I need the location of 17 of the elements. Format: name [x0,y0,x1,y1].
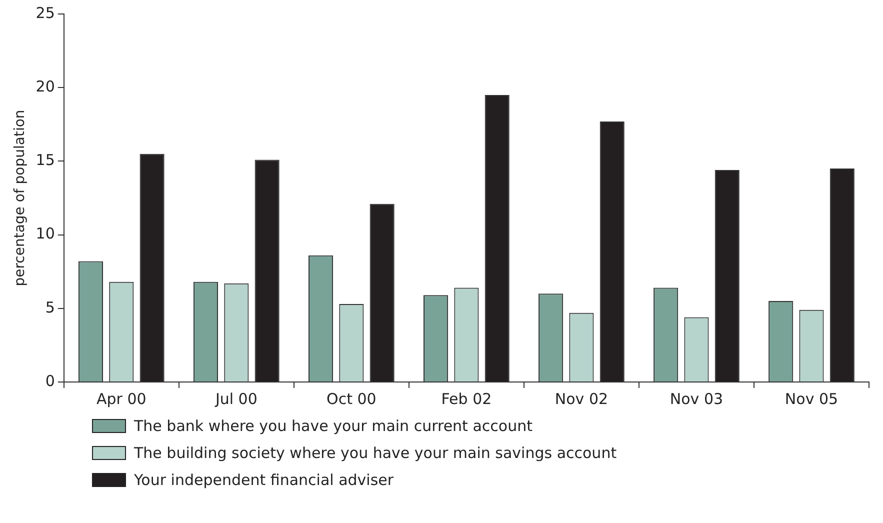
y-tick-label: 20 [36,77,55,96]
x-tick-label: Jul 00 [214,390,258,408]
y-axis-title: percentage of population [12,110,28,286]
y-tick-label: 15 [36,151,55,170]
x-tick-label: Oct 00 [326,390,376,408]
legend-label: The bank where you have your main current account [134,416,532,434]
y-tick-label: 25 [36,4,55,22]
y-tick-label: 5 [45,298,55,316]
legend-label: The building society where you have your main savings account [134,444,617,462]
x-tick-label: Feb 02 [441,390,492,408]
y-tick-label: 10 [36,224,55,243]
x-tick-label: Nov 05 [784,390,838,408]
x-tick-label: Apr 00 [96,390,146,408]
x-tick-label: Nov 03 [670,390,724,408]
x-tick-label: Nov 02 [554,390,608,408]
y-tick-label: 0 [45,372,55,390]
legend-label: Your independent financial adviser [134,470,394,488]
